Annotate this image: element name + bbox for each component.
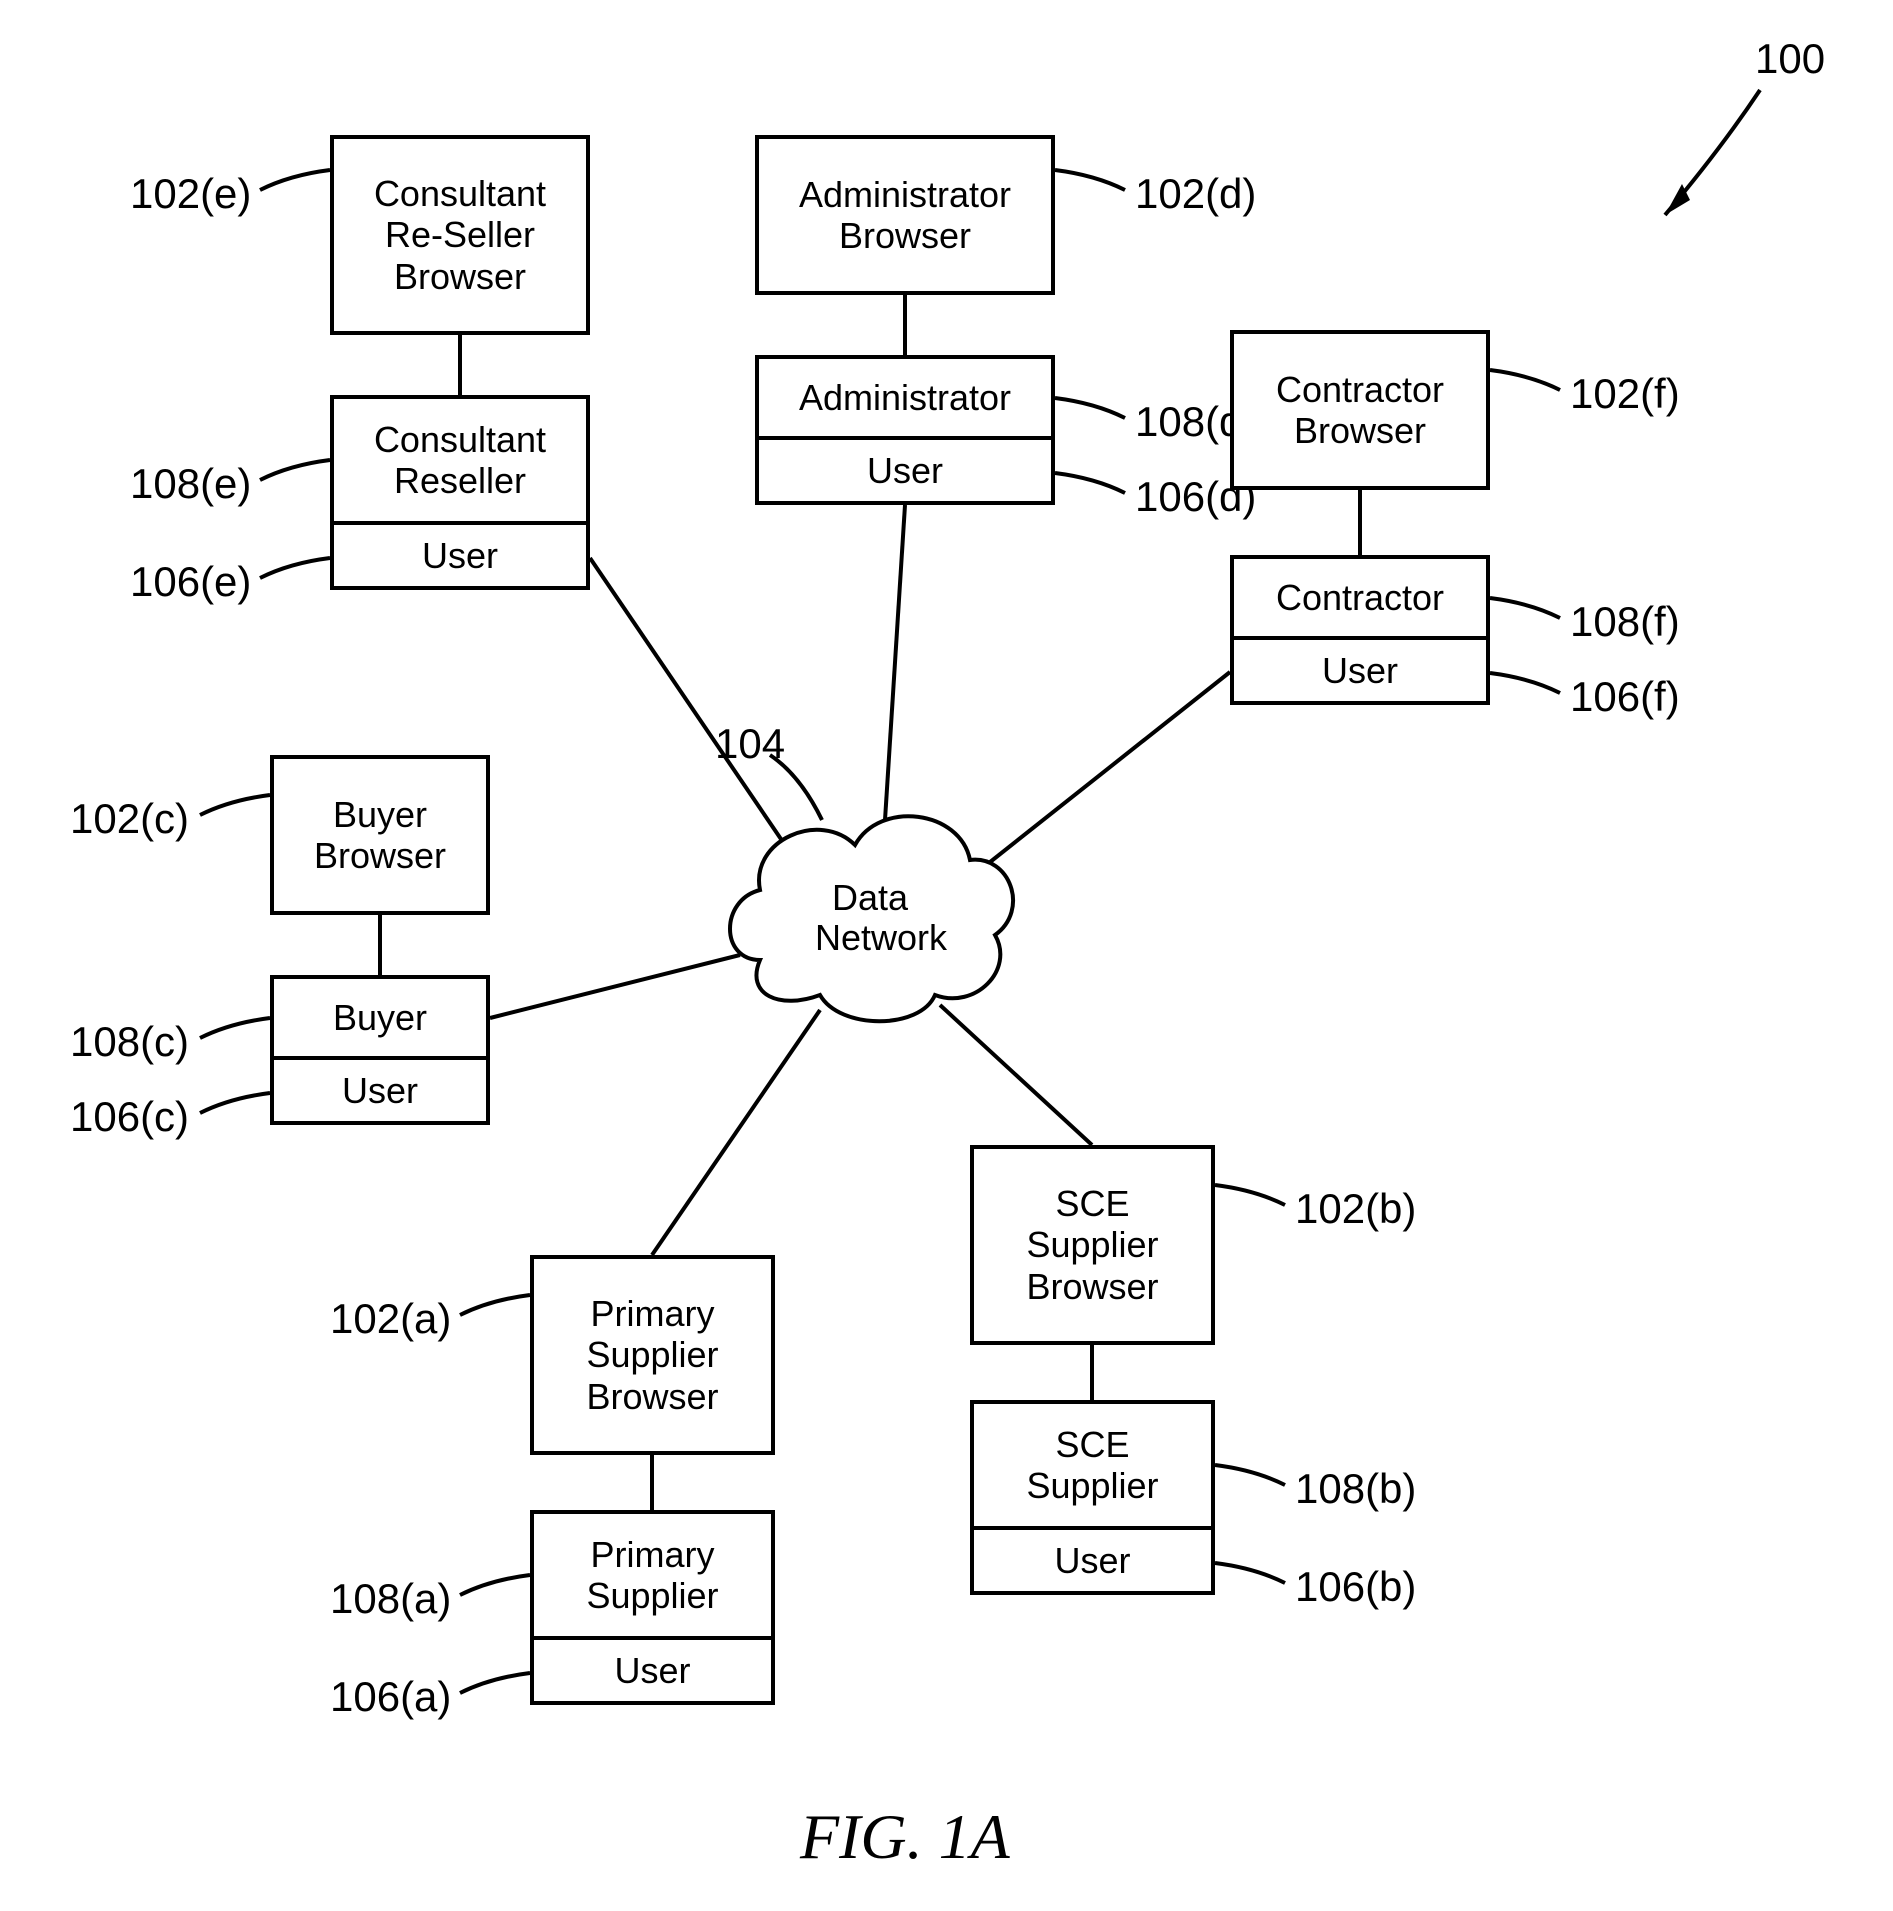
buyer-role-box: Buyer xyxy=(270,975,490,1060)
administrator-browser-box: AdministratorBrowser xyxy=(755,135,1055,295)
ref-108a: 108(a) xyxy=(330,1575,451,1623)
ref-106f: 106(f) xyxy=(1570,673,1680,721)
consultant-reseller-role-box: ConsultantReseller xyxy=(330,395,590,525)
sce-supplier-role-box: SCESupplier xyxy=(970,1400,1215,1530)
ref-108c: 108(c) xyxy=(70,1018,189,1066)
sce-supplier-browser-box: SCESupplierBrowser xyxy=(970,1145,1215,1345)
ref-102e: 102(e) xyxy=(130,170,251,218)
ref-102b: 102(b) xyxy=(1295,1185,1416,1233)
data-network-label: DataNetwork xyxy=(815,878,925,957)
ref-108f: 108(f) xyxy=(1570,598,1680,646)
ref-106e: 106(e) xyxy=(130,558,251,606)
ref-100: 100 xyxy=(1755,35,1825,83)
figure-caption: FIG. 1A xyxy=(800,1800,1010,1874)
buyer-user-box: User xyxy=(270,1060,490,1125)
ref-108e: 108(e) xyxy=(130,460,251,508)
contractor-role-box: Contractor xyxy=(1230,555,1490,640)
consultant-reseller-user-box: User xyxy=(330,525,590,590)
ref-102f: 102(f) xyxy=(1570,370,1680,418)
buyer-browser-box: BuyerBrowser xyxy=(270,755,490,915)
administrator-role-box: Administrator xyxy=(755,355,1055,440)
consultant-reseller-browser-box: ConsultantRe-SellerBrowser xyxy=(330,135,590,335)
primary-supplier-browser-box: PrimarySupplierBrowser xyxy=(530,1255,775,1455)
primary-supplier-role-box: PrimarySupplier xyxy=(530,1510,775,1640)
diagram-canvas: DataNetwork 104 100 ConsultantRe-SellerB… xyxy=(0,0,1893,1911)
ref-106b: 106(b) xyxy=(1295,1563,1416,1611)
primary-supplier-user-box: User xyxy=(530,1640,775,1705)
ref-102d: 102(d) xyxy=(1135,170,1256,218)
administrator-user-box: User xyxy=(755,440,1055,505)
contractor-browser-box: ContractorBrowser xyxy=(1230,330,1490,490)
ref-102c: 102(c) xyxy=(70,795,189,843)
ref-106a: 106(a) xyxy=(330,1673,451,1721)
contractor-user-box: User xyxy=(1230,640,1490,705)
ref-106c: 106(c) xyxy=(70,1093,189,1141)
ref-108b: 108(b) xyxy=(1295,1465,1416,1513)
ref-102a: 102(a) xyxy=(330,1295,451,1343)
ref-104: 104 xyxy=(715,720,785,768)
sce-supplier-user-box: User xyxy=(970,1530,1215,1595)
